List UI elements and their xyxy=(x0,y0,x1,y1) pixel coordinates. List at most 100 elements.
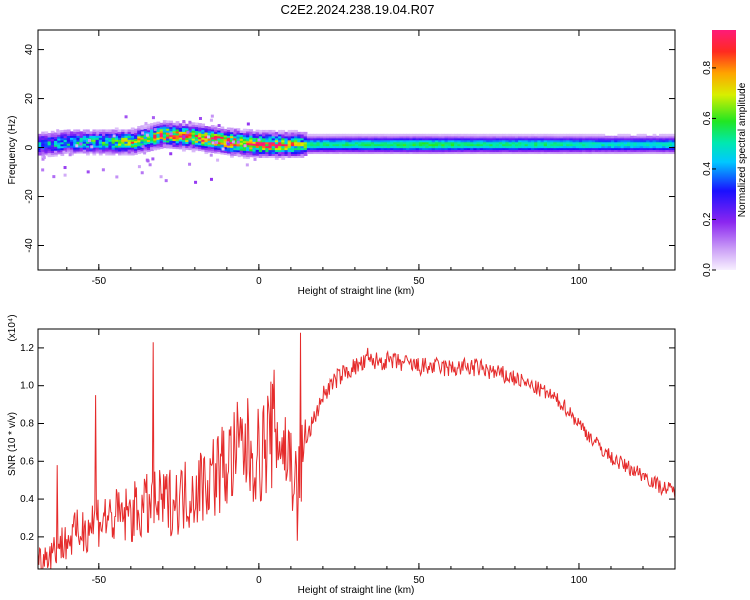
spectrogram-cell xyxy=(287,145,292,149)
spectrogram-cell xyxy=(57,136,62,139)
spectrogram-cell xyxy=(226,135,231,138)
spectrogram-cell xyxy=(146,135,151,139)
spectrogram-cell xyxy=(566,145,570,149)
spectrogram-cell xyxy=(204,126,209,129)
spectrogram-cell xyxy=(169,122,174,126)
spectrogram-cell xyxy=(137,141,142,145)
spectrogram-cell xyxy=(329,135,334,139)
spectrogram-cell xyxy=(182,131,186,134)
spectrogram-cell xyxy=(604,147,609,151)
spectrogram-cell xyxy=(108,152,113,156)
spectrogram-cell xyxy=(210,132,215,136)
spectrogram-cell xyxy=(316,137,321,141)
spectrogram-cell xyxy=(265,131,270,135)
spectrogram-cell xyxy=(44,150,49,154)
spectrogram-cell xyxy=(166,136,170,139)
spectrogram-cell xyxy=(412,139,417,143)
spectrogram-cell xyxy=(236,128,241,131)
spectrogram-cell xyxy=(287,151,292,155)
spectrogram-cell xyxy=(498,149,503,153)
spectrogram-cell xyxy=(204,139,209,143)
spectrogram-cell xyxy=(498,133,503,137)
spectrogram-cell xyxy=(111,131,116,134)
spectrogram-cell xyxy=(482,151,487,155)
spectrogram-cell xyxy=(54,144,58,147)
spectrogram-cell xyxy=(345,143,350,147)
spectrogram-cell xyxy=(358,135,362,139)
spectrogram-cell xyxy=(262,137,266,141)
spectrogram-cell xyxy=(102,135,106,138)
spectrogram-cell xyxy=(518,147,522,151)
spectrogram-cell xyxy=(303,141,308,145)
spectrogram-cell xyxy=(223,134,228,138)
spectrogram-cell xyxy=(44,139,49,142)
spectrogram-cell xyxy=(60,145,65,149)
spectrogram-cell xyxy=(268,155,273,158)
spectrogram-cell xyxy=(47,152,52,156)
spectrogram-cell xyxy=(230,155,234,158)
spectrogram-cell xyxy=(450,137,455,141)
spectrogram-cell xyxy=(159,132,164,136)
spectrogram-cell xyxy=(252,143,257,146)
spectrogram-cell xyxy=(210,130,215,134)
spectrogram-cell xyxy=(489,133,494,137)
spectrogram-cell xyxy=(233,145,238,149)
spectrogram-cell xyxy=(546,145,551,149)
spectrogram-cell xyxy=(438,145,442,149)
spectrogram-cell xyxy=(422,149,426,153)
spectrogram-cell xyxy=(111,143,116,146)
spectrogram-cell xyxy=(284,135,289,139)
spectrogram-cell xyxy=(316,147,321,151)
spectrogram-cell xyxy=(358,133,362,137)
spectrogram-cell xyxy=(463,149,468,153)
spectrogram-cell xyxy=(38,149,42,153)
spectrogram-cell xyxy=(492,135,497,139)
spectrogram-cell xyxy=(332,139,337,143)
spectrogram-noise xyxy=(90,145,94,149)
spectrogram-cell xyxy=(514,147,519,151)
spectrogram-cell xyxy=(300,149,305,153)
spectrogram-cell xyxy=(284,149,289,153)
spectrogram-cell xyxy=(396,151,401,155)
spectrogram-cell xyxy=(118,129,122,132)
spectrogram-cell xyxy=(188,131,193,135)
spectrogram-cell xyxy=(105,139,110,142)
spectrogram-cell xyxy=(428,135,433,139)
spectrogram-cell xyxy=(588,147,593,151)
spectrogram-cell xyxy=(102,129,106,132)
spectrogram-cell xyxy=(73,139,78,142)
spectrogram-cell xyxy=(63,151,68,154)
spectrogram-cell xyxy=(482,139,487,143)
spectrogram-cell xyxy=(150,126,154,130)
spectrogram-cell xyxy=(578,139,583,143)
spectrogram-cell xyxy=(182,147,186,150)
spectrogram-cell xyxy=(646,137,650,141)
spectrogram-cell xyxy=(82,131,87,134)
spectrogram-cell xyxy=(431,149,436,153)
spectrogram-cell xyxy=(428,145,433,149)
spectrogram-cell xyxy=(105,137,110,140)
spectrogram-cell xyxy=(150,128,154,132)
spectrogram-cell xyxy=(428,137,433,141)
spectrogram-cell xyxy=(534,143,538,147)
spectrogram-cell xyxy=(313,139,318,143)
spectrogram-cell xyxy=(598,145,602,149)
spectrogram-cell xyxy=(319,151,324,155)
spectrogram-cell xyxy=(313,133,318,137)
spectrogram-cell xyxy=(284,141,289,145)
spectrogram-cell xyxy=(306,133,311,137)
spectrogram-cell xyxy=(310,143,314,147)
spectrogram-cell xyxy=(66,149,71,152)
spectrogram-cell xyxy=(50,132,55,136)
spectrogram-cell xyxy=(614,151,618,155)
spectrogram-cell xyxy=(524,151,529,155)
spectrogram-cell xyxy=(588,149,593,153)
spectrogram-cell xyxy=(489,151,494,155)
spectrogram-cell xyxy=(79,145,84,148)
spectrogram-cell xyxy=(492,139,497,143)
spectrogram-noise xyxy=(145,133,149,137)
spectrogram-cell xyxy=(518,151,522,155)
spectrogram-cell xyxy=(594,139,599,143)
spectrogram-cell xyxy=(153,139,158,143)
spectrogram-cell xyxy=(268,129,273,133)
